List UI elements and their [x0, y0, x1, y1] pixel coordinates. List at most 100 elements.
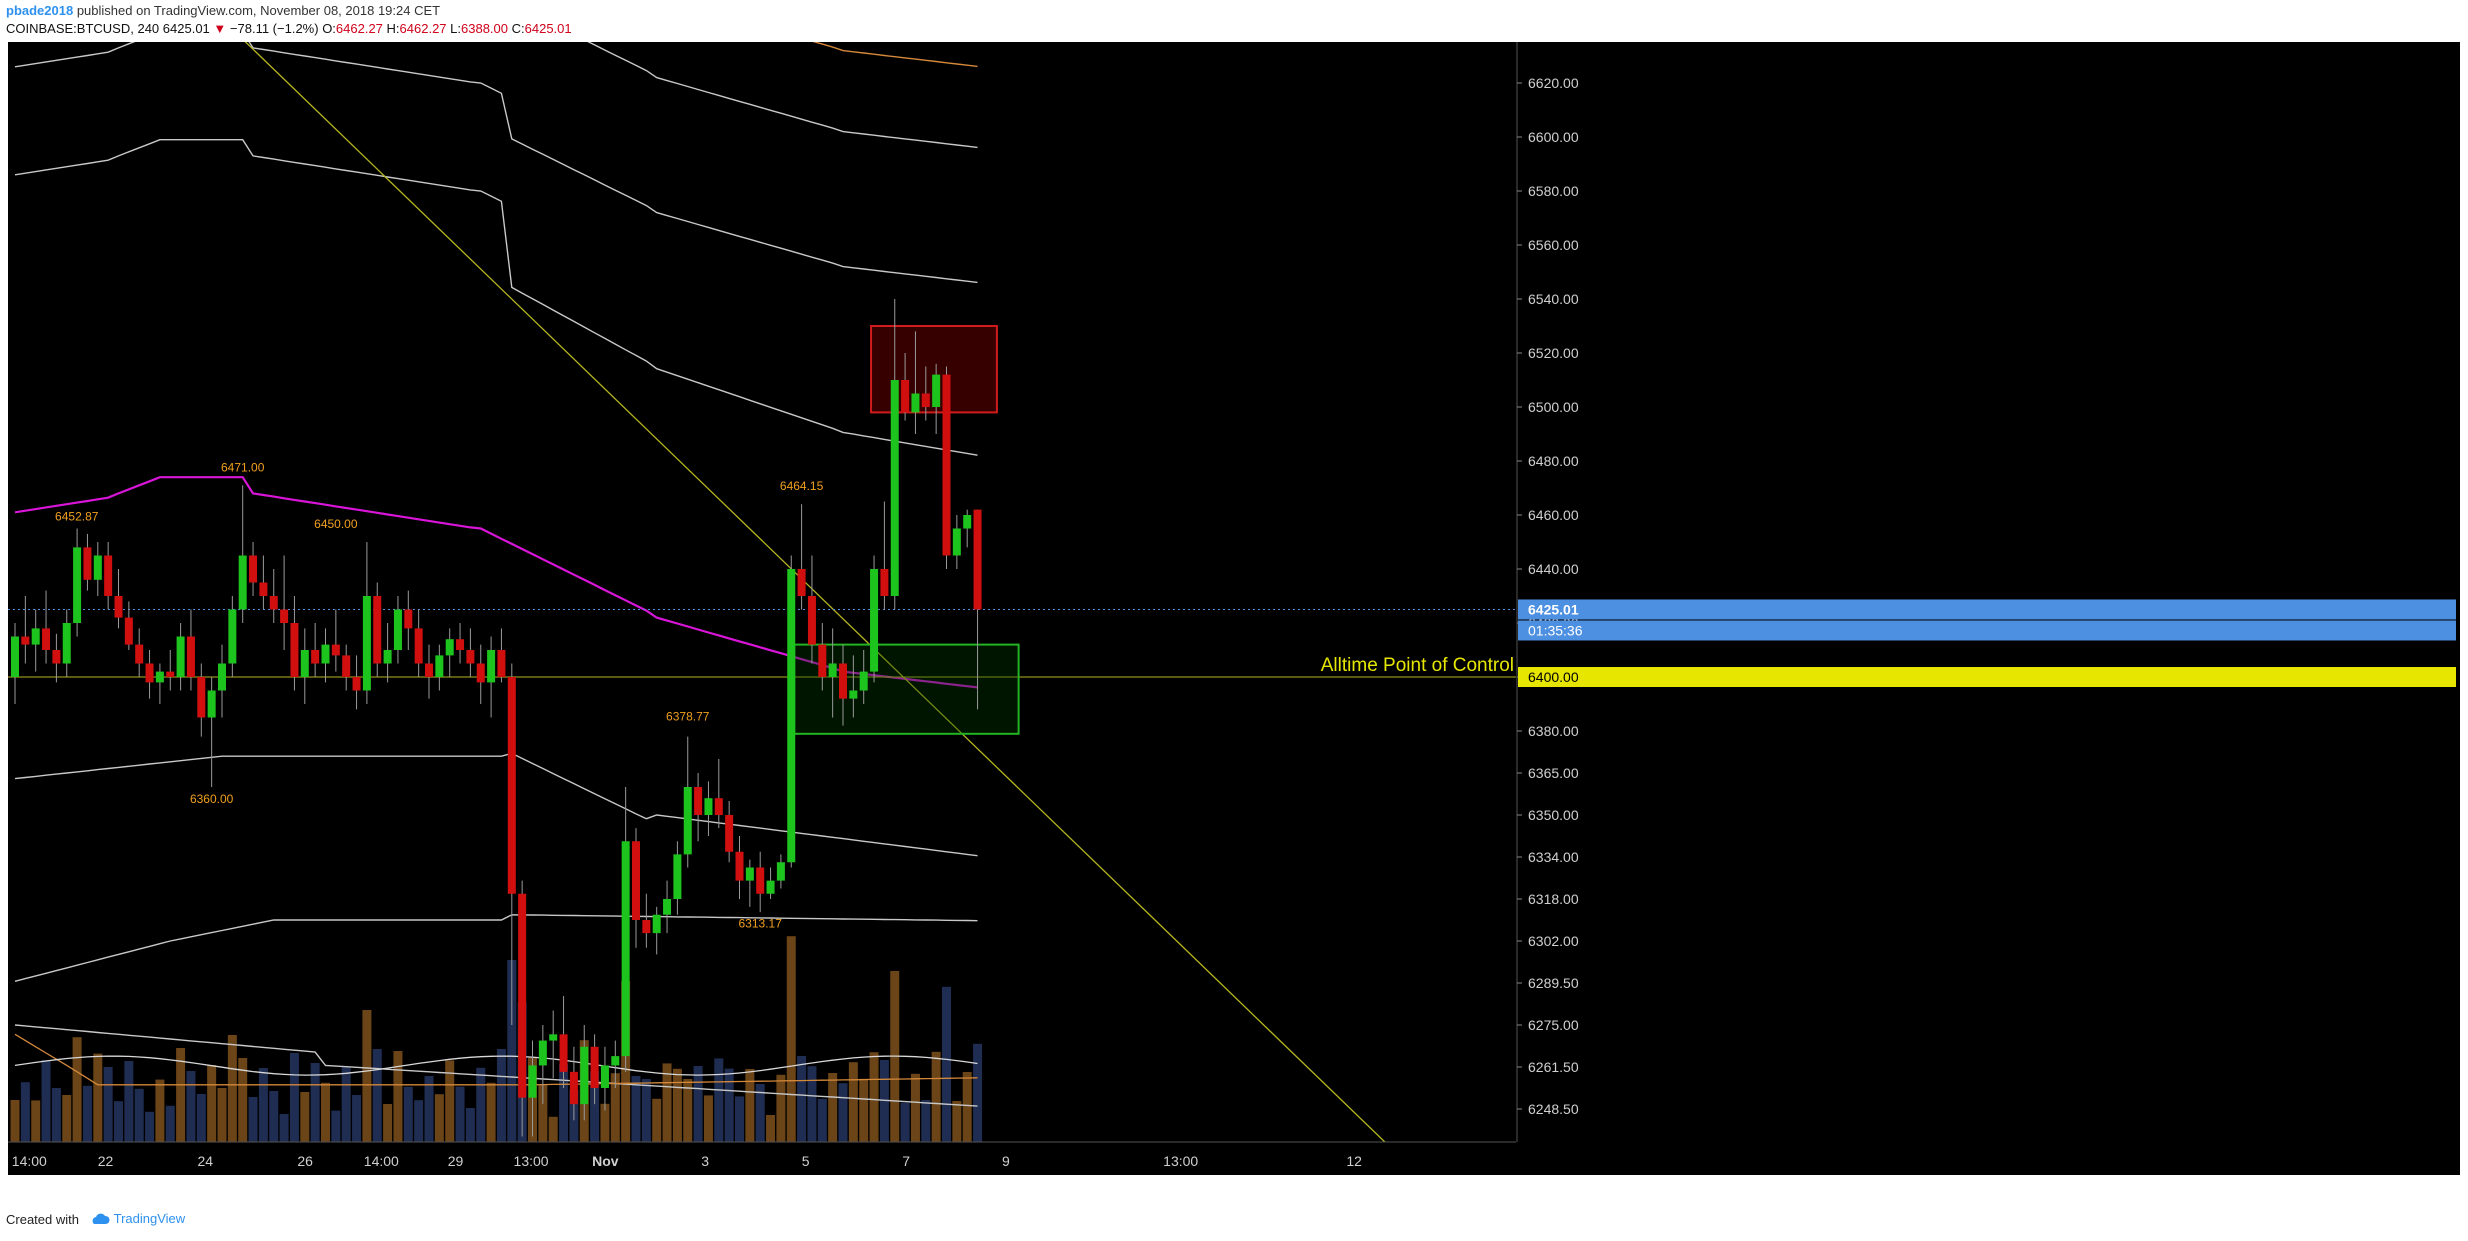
candle-body	[776, 862, 785, 881]
volume-bar	[155, 1079, 165, 1142]
candle-body	[766, 880, 775, 894]
price-tick-label: 6560.00	[1528, 237, 1579, 253]
chart-canvas[interactable]: 6452.87 6471.00 6450.00 6360.00 6378.77 6313.…	[8, 42, 2460, 1175]
candle-body	[911, 393, 920, 413]
volume-bar	[465, 1108, 475, 1142]
close-value: 6425.01	[524, 21, 572, 36]
open-label: O:	[322, 21, 336, 36]
upper-band-3	[587, 42, 978, 149]
volume-bar	[383, 1104, 393, 1142]
candle-body	[207, 690, 216, 718]
candles-layer	[11, 299, 982, 1137]
time-tick-label: 13:00	[514, 1153, 549, 1169]
candle-body	[73, 547, 82, 623]
candle-body	[404, 609, 413, 629]
volume-bar	[848, 1062, 858, 1142]
volume-layer	[10, 936, 983, 1142]
candle-body	[828, 663, 837, 677]
volume-bar	[10, 1100, 20, 1142]
candle-body	[632, 841, 640, 920]
poc-price-tag	[1518, 667, 2456, 687]
candle-body	[383, 650, 392, 664]
volume-bar	[434, 1094, 444, 1142]
band-layer	[14, 42, 978, 1107]
candle-body	[487, 650, 496, 683]
support-box[interactable]	[793, 643, 1020, 735]
volume-bar	[145, 1111, 155, 1142]
volume-bar	[766, 1115, 776, 1142]
price-tick-label: 6261.50	[1528, 1059, 1579, 1075]
candle-body	[725, 815, 734, 852]
lower-band-3	[14, 1024, 978, 1107]
candle-body	[952, 528, 961, 556]
created-with-text: Created with	[6, 1212, 79, 1227]
price-tick-label: 6500.00	[1528, 399, 1579, 415]
volume-bar	[279, 1114, 289, 1142]
candle-body	[155, 671, 164, 683]
candle-body	[456, 639, 465, 650]
price-tick-label: 6480.00	[1528, 453, 1579, 469]
volume-bar	[455, 1086, 465, 1142]
candle-body	[849, 690, 858, 699]
low-label: L:	[450, 21, 462, 36]
symbol-label[interactable]: COINBASE:BTCUSD, 240	[6, 21, 160, 36]
candle-body	[393, 609, 402, 650]
volume-bar	[217, 1088, 227, 1142]
price-tick-label: 6289.50	[1528, 975, 1579, 991]
volume-bar	[652, 1098, 662, 1142]
high-low-label: 6360.00	[190, 792, 234, 806]
orange-sma-line	[14, 1033, 978, 1086]
volume-bar	[600, 1103, 610, 1142]
poc-label: Alltime Point of Control	[1321, 655, 1514, 676]
volume-bar	[300, 1092, 310, 1142]
price-tick-label: 6460.00	[1528, 507, 1579, 523]
volume-bar	[31, 1100, 41, 1142]
candle-body	[311, 650, 320, 664]
upper-band-2	[14, 42, 978, 284]
candle-body	[590, 1046, 599, 1088]
volume-bar	[134, 1088, 144, 1142]
volume-bar	[662, 1063, 672, 1142]
price-tick-label: 6580.00	[1528, 183, 1579, 199]
volume-bar	[362, 1010, 372, 1142]
time-axis[interactable]: 14:00 22 24 26 14:00 29 13:00 Nov 3 5 7 9 13:00 12	[8, 1141, 2460, 1175]
candle-body	[714, 798, 723, 815]
time-tick-label: 14:00	[364, 1153, 399, 1169]
volume-bar	[103, 1067, 113, 1142]
author-link[interactable]: pbade2018	[6, 3, 74, 18]
candle-body	[11, 636, 19, 677]
volume-bar	[952, 1101, 962, 1142]
high-label: H:	[386, 21, 400, 36]
candle-body	[652, 914, 661, 934]
trend-line[interactable]	[230, 42, 1389, 1146]
price-tick-label: 6540.00	[1528, 291, 1579, 307]
price-axis[interactable]: 6620.00 6600.00 6580.00 6560.00 6540.00 6520.…	[1516, 42, 2460, 1175]
volume-bar	[289, 1053, 299, 1142]
candle-body	[580, 1046, 589, 1105]
tradingview-link[interactable]: TradingView	[90, 1210, 185, 1226]
volume-bar	[962, 1072, 972, 1142]
candle-body	[166, 671, 175, 677]
volume-bar	[641, 1079, 651, 1142]
candle-body	[445, 639, 454, 656]
candle-body	[673, 854, 682, 899]
chart-header: pbade2018 published on TradingView.com, …	[0, 0, 2468, 40]
time-tick-label: Nov	[592, 1153, 619, 1169]
candle-body	[559, 1034, 568, 1072]
candle-body	[238, 555, 247, 610]
price-chart[interactable]: 6452.87 6471.00 6450.00 6360.00 6378.77 6313.…	[8, 42, 2460, 1175]
candle-body	[476, 663, 485, 683]
candle-body	[497, 650, 506, 677]
volume-bar	[82, 1085, 92, 1142]
volume-bar	[496, 1049, 506, 1142]
volume-bar	[859, 1078, 869, 1142]
candle-body	[31, 628, 40, 645]
down-arrow-icon: ▼	[213, 21, 227, 36]
volume-bar	[973, 1043, 983, 1142]
white-sma-line	[14, 1055, 978, 1076]
volume-bar	[227, 1035, 237, 1142]
volume-bar	[165, 1105, 175, 1142]
candle-body	[611, 1056, 620, 1066]
volume-bar	[41, 1060, 51, 1142]
volume-bar	[414, 1100, 424, 1142]
